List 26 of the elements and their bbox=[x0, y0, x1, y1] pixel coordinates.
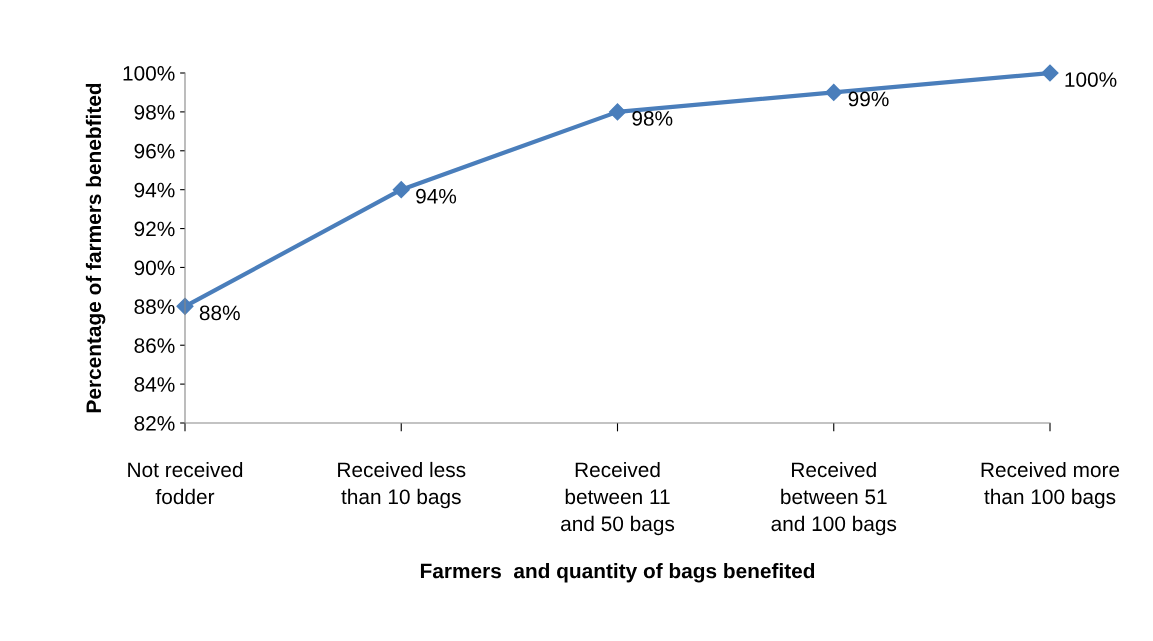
point bbox=[392, 181, 410, 199]
y-tick-label: 100% bbox=[123, 66, 175, 81]
point bbox=[608, 103, 627, 121]
point bbox=[825, 83, 843, 101]
y-tick-label: 98% bbox=[134, 104, 175, 120]
data-label: 98% bbox=[632, 111, 673, 126]
x-tick-label: Not received fodder bbox=[128, 461, 243, 505]
y-axis-title: Percentage of farmers benebfited bbox=[85, 83, 106, 413]
y-tick-label: 88% bbox=[134, 299, 175, 315]
x-tick-label: Received between 11 and 50 bags bbox=[561, 461, 675, 536]
y-tick-label: 82% bbox=[134, 416, 175, 431]
x-tick-label: Received more than 100 bags bbox=[981, 461, 1120, 509]
y-tick-label: 90% bbox=[134, 260, 175, 276]
y-tick-label: 96% bbox=[134, 143, 175, 159]
data-label: 88% bbox=[199, 305, 240, 321]
point bbox=[1041, 64, 1059, 82]
data-label: 94% bbox=[416, 188, 457, 204]
data-label: 100% bbox=[1065, 72, 1117, 87]
y-tick-label: 84% bbox=[134, 377, 175, 392]
x-tick-label: Received between 51 and 100 bags bbox=[771, 461, 897, 536]
x-axis-title: Farmers and quantity of bags benefited bbox=[420, 563, 815, 583]
y-tick-label: 92% bbox=[134, 221, 175, 237]
data-label: 99% bbox=[848, 91, 889, 107]
y-tick-label: 94% bbox=[134, 182, 175, 198]
y-tick-label: 86% bbox=[134, 338, 175, 353]
x-tick-label: Received less than 10 bags bbox=[338, 461, 466, 509]
